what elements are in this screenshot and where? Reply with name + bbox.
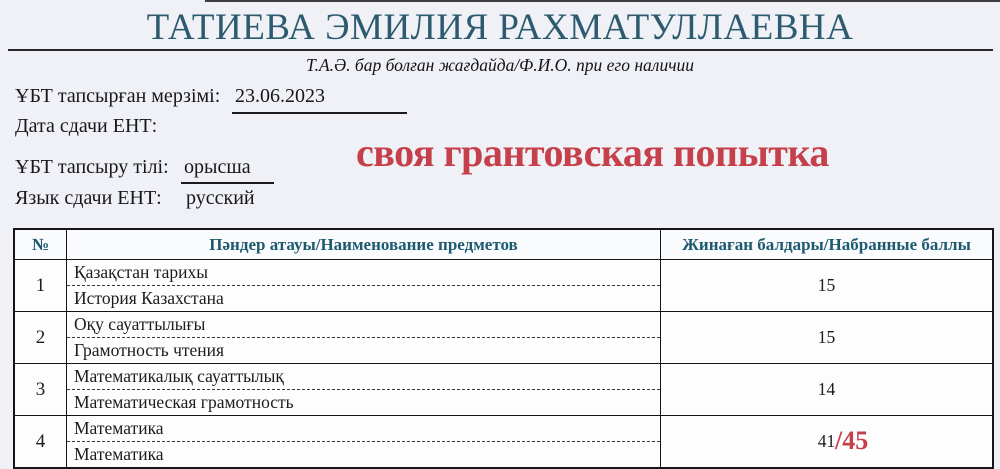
language-label-ru: Язык сдачи ЕНТ: [15,187,162,209]
table-row: 1 Қазақстан тарихы История Казахстана 15 [13,259,994,312]
subject-russian: Математическая грамотность [74,392,294,412]
header-subject: Пәндер атауы/Наименование предметов [66,228,661,260]
table-row: 3 Математикалық сауаттылық Математическа… [13,363,994,416]
row-score: 14 [660,363,994,416]
subject-kazakh: Математикалық сауаттылық [67,364,660,390]
language-label-kk: ҰБТ тапсыру тілі: [15,156,169,178]
row-subject: Оқу сауаттылығы Грамотность чтения [66,311,661,364]
subject-kazakh: Қазақстан тарихы [67,260,660,286]
subject-kazakh: Оқу сауаттылығы [67,312,660,338]
row-number: 4 [13,415,67,469]
top-edge-line [205,0,1000,2]
table-row: 4 Математика Математика 41 /45 [13,415,994,469]
date-underline [232,112,407,114]
header-score: Жинаған балдары/Набранные баллы [660,228,994,260]
subject-kazakh: Математика [67,416,660,442]
row-subject: Математикалық сауаттылық Математическая … [66,363,661,416]
row-score: 41 /45 [660,415,994,469]
title-caption: Т.А.Ә. бар болған жағдайда/Ф.И.О. при ег… [305,55,695,75]
date-label-kk: ҰБТ тапсырған мерзімі: [15,85,221,107]
max-score-annotation: /45 [835,425,869,455]
date-label-ru: Дата сдачи ЕНТ: [15,115,158,137]
title-divider [8,49,993,51]
grant-attempt-annotation: своя грантовская попытка [356,130,829,175]
subject-russian: Грамотность чтения [74,340,225,360]
subjects-score-table: № Пәндер атауы/Наименование предметов Жи… [13,228,994,469]
subject-russian: История Казахстана [74,288,224,308]
table-header-row: № Пәндер атауы/Наименование предметов Жи… [13,228,994,260]
row-score: 15 [660,259,994,312]
row-subject: Қазақстан тарихы История Казахстана [66,259,661,312]
row-number: 1 [13,259,67,312]
language-value-kk: орысша [184,156,251,178]
subject-russian: Математика [74,444,164,464]
date-value: 23.06.2023 [235,85,325,107]
page-title: ТАТИЕВА ЭМИЛИЯ РАХМАТУЛЛАЕВНА [146,7,854,48]
score-value: 41 [817,431,836,451]
row-number: 3 [13,363,67,416]
language-value-ru: русский [186,187,255,209]
language-underline [181,182,274,184]
row-subject: Математика Математика [66,415,661,469]
header-number: № [13,228,67,260]
table-row: 2 Оқу сауаттылығы Грамотность чтения 15 [13,311,994,364]
row-number: 2 [13,311,67,364]
row-score: 15 [660,311,994,364]
